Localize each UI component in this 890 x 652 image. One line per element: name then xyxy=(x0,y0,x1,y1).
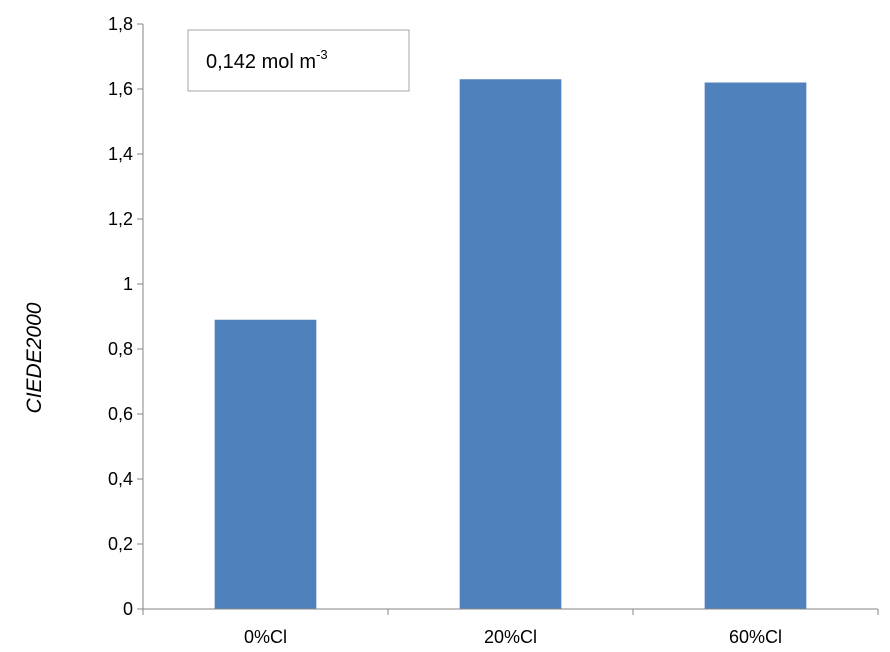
annotation-text: 0,142 mol m-3 xyxy=(206,47,328,73)
y-tick-label: 0,6 xyxy=(108,404,133,424)
y-tick-label: 0 xyxy=(123,599,133,619)
bar-20pct-cl xyxy=(459,79,562,609)
annotation-main-text: 0,142 mol m xyxy=(206,51,316,73)
x-tick-label: 0%Cl xyxy=(244,627,287,647)
bar-60pct-cl xyxy=(704,82,807,609)
y-tick-label: 1,2 xyxy=(108,209,133,229)
y-tick-label: 1 xyxy=(123,274,133,294)
concentration-annotation: 0,142 mol m-3 xyxy=(187,29,410,92)
y-tick-label: 0,4 xyxy=(108,469,133,489)
y-tick-label: 1,6 xyxy=(108,79,133,99)
annotation-superscript: -3 xyxy=(316,47,328,62)
y-axis-title: CIEDE2000 xyxy=(23,302,46,413)
bars-group xyxy=(214,79,807,609)
y-axis-ticks: 0 0,2 0,4 0,6 0,8 1 1,2 1,4 1,6 1,8 xyxy=(108,14,143,619)
y-tick-label: 1,4 xyxy=(108,144,133,164)
annotation-box xyxy=(187,29,410,92)
y-tick-label: 0,8 xyxy=(108,339,133,359)
y-tick-label: 0,2 xyxy=(108,534,133,554)
x-tick-label: 60%Cl xyxy=(729,627,782,647)
x-tick-label: 20%Cl xyxy=(484,627,537,647)
bar-0pct-cl xyxy=(214,319,317,609)
y-tick-label: 1,8 xyxy=(108,14,133,34)
x-axis-ticks: 0%Cl 20%Cl 60%Cl xyxy=(142,609,879,647)
